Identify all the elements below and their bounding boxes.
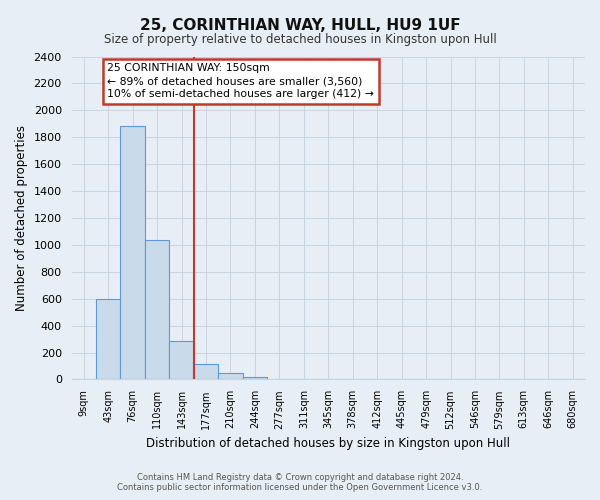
X-axis label: Distribution of detached houses by size in Kingston upon Hull: Distribution of detached houses by size … [146, 437, 510, 450]
Text: 25, CORINTHIAN WAY, HULL, HU9 1UF: 25, CORINTHIAN WAY, HULL, HU9 1UF [140, 18, 460, 32]
Bar [242, 377, 267, 380]
Text: 25 CORINTHIAN WAY: 150sqm
← 89% of detached houses are smaller (3,560)
10% of se: 25 CORINTHIAN WAY: 150sqm ← 89% of detac… [107, 63, 374, 100]
Bar [145, 240, 169, 380]
Bar [121, 126, 145, 380]
Bar [218, 372, 242, 380]
Y-axis label: Number of detached properties: Number of detached properties [15, 125, 28, 311]
Bar [169, 341, 194, 380]
Bar [194, 364, 218, 380]
Text: Size of property relative to detached houses in Kingston upon Hull: Size of property relative to detached ho… [104, 32, 496, 46]
Text: Contains HM Land Registry data © Crown copyright and database right 2024.
Contai: Contains HM Land Registry data © Crown c… [118, 472, 482, 492]
Bar [96, 298, 121, 380]
